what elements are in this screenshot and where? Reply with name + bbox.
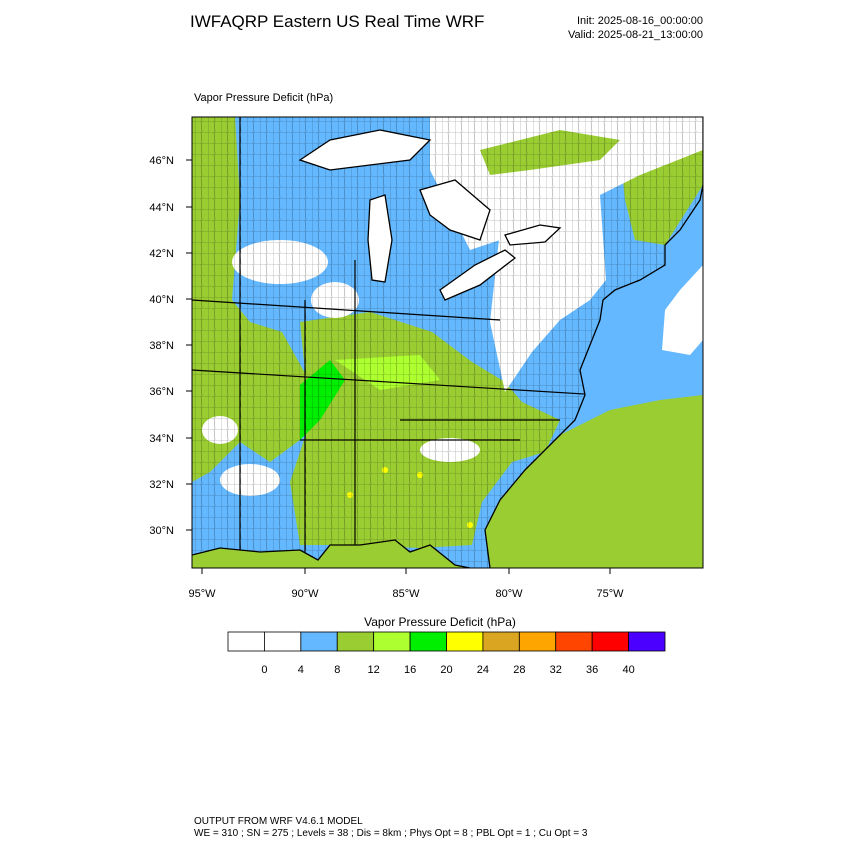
colorbar-box [227,631,265,652]
lake [298,129,432,171]
lat-label: 40°N [149,294,174,306]
lake [419,179,491,241]
colorbar-label: 24 [477,664,489,676]
lon-label: 85°W [392,588,420,600]
lat-label: 42°N [149,248,174,260]
colorbar-box [336,631,375,652]
colorbar-box [373,631,411,652]
title: IWFAQRP Eastern US Real Time WRF [190,12,484,31]
lat-label: 38°N [149,340,174,352]
colorbar-label: 4 [298,664,304,676]
colorbar-label: 16 [404,664,416,676]
colorbar-label: 28 [513,664,525,676]
colorbar-box [628,631,666,652]
colorbar-box [409,631,447,652]
atlantic-south [485,395,703,568]
colorbar-box [264,631,302,652]
colorbar-box [482,631,520,652]
colorbar-label: 0 [261,664,267,676]
lon-label: 75°W [596,588,624,600]
colorbar-box [446,631,484,652]
colorbar-title: Vapor Pressure Deficit (hPa) [364,615,516,629]
lat-label: 32°N [149,479,174,491]
map-title: Vapor Pressure Deficit (hPa) [194,92,333,104]
gulf [192,540,470,568]
lon-label: 90°W [291,588,319,600]
valid-time: Valid: 2025-08-21_13:00:00 [568,29,703,41]
colorbar-label: 12 [368,664,380,676]
state-border [192,369,601,396]
lake [367,194,393,283]
state-border [192,299,501,321]
lat-label: 30°N [149,525,174,537]
colorbar-label: 20 [440,664,452,676]
lat-label: 44°N [149,202,174,214]
colorbar-label: 32 [550,664,562,676]
lat-label: 34°N [149,433,174,445]
colorbar-label: 40 [622,664,634,676]
lat-label: 46°N [149,155,174,167]
footer-line: OUTPUT FROM WRF V4.6.1 MODEL [194,816,363,827]
lake [439,249,517,301]
lon-label: 80°W [495,588,523,600]
init-time: Init: 2025-08-16_00:00:00 [577,15,703,27]
colorbar-box [518,631,557,652]
colorbar-box [300,631,338,652]
footer-line: WE = 310 ; SN = 275 ; Levels = 38 ; Dis … [194,828,588,839]
coastline [192,184,703,568]
colorbar-label: 8 [334,664,340,676]
colorbar-box [591,631,629,652]
colorbar-box [555,631,593,652]
colorbar-label: 36 [586,664,598,676]
map [192,117,703,568]
map-frame [191,116,704,569]
lat-label: 36°N [149,386,174,398]
colorbar: 0 4 8 12 16 20 24 28 32 36 40 [227,631,666,676]
lake [504,224,562,246]
lon-label: 95°W [188,588,216,600]
axis-labels: 46°N 44°N 42°N 40°N 38°N 36°N 34°N 32°N 30°N 95°W… [149,155,624,600]
ocean-white [662,265,703,355]
